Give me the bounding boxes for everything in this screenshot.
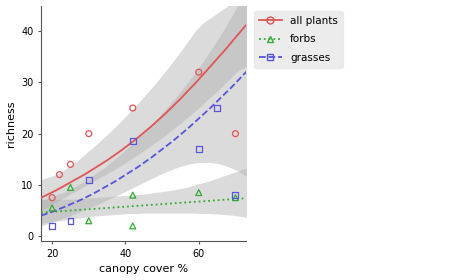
Point [195,70,202,74]
X-axis label: canopy cover %: canopy cover % [99,264,188,274]
Point [232,131,239,136]
Point [67,185,74,190]
Point [85,131,92,136]
Point [85,218,92,223]
Point [48,195,56,200]
Point [129,106,136,110]
Point [56,172,63,177]
Point [48,224,56,228]
Point [85,178,92,182]
Point [48,206,56,210]
Point [232,193,239,197]
Point [232,195,239,200]
Point [195,190,202,195]
Point [195,147,202,151]
Point [67,218,74,223]
Y-axis label: richness: richness [5,100,16,147]
Point [214,106,221,110]
Point [129,139,136,144]
Point [129,193,136,197]
Point [129,224,136,228]
Point [67,162,74,167]
Legend: all plants, forbs, grasses: all plants, forbs, grasses [254,11,343,68]
